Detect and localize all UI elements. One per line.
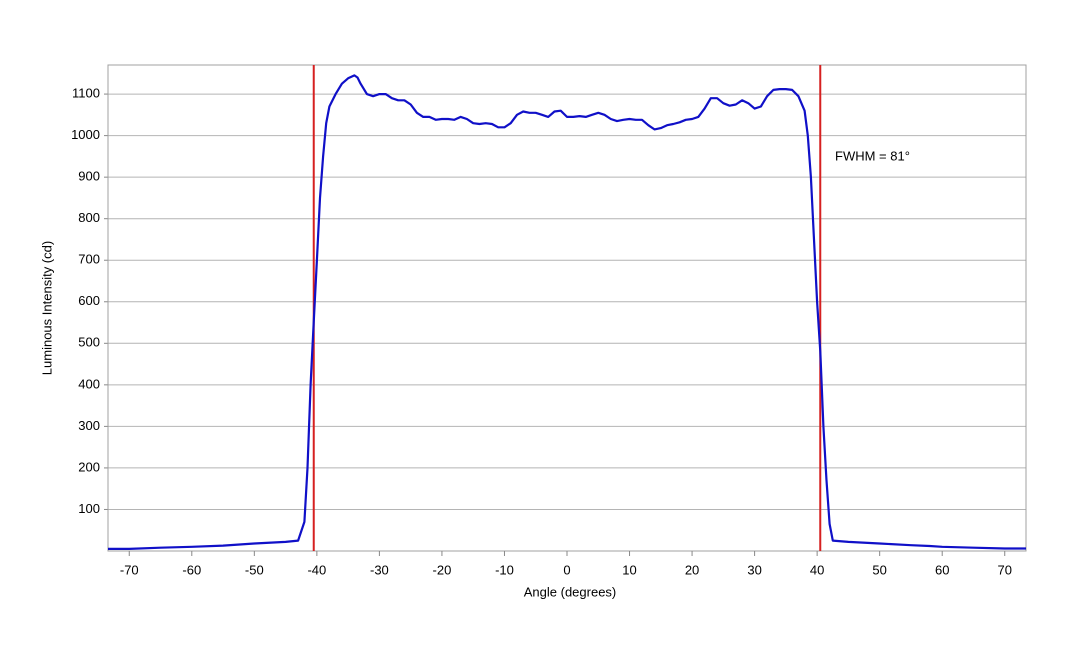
y-tick-label: 1100 xyxy=(72,86,100,101)
x-tick-label: 70 xyxy=(998,562,1012,577)
y-tick-label: 1000 xyxy=(71,127,100,142)
x-tick-label: -40 xyxy=(307,562,326,577)
annotation: FWHM = 81° xyxy=(835,148,910,163)
x-tick-label: -20 xyxy=(433,562,452,577)
x-tick-label: 20 xyxy=(685,562,699,577)
y-tick-label: 100 xyxy=(78,501,100,516)
y-tick-label: 400 xyxy=(78,376,100,391)
y-axis-label: Luminous Intensity (cd) xyxy=(39,241,54,375)
y-tick-label: 900 xyxy=(78,169,100,184)
y-tick-label: 200 xyxy=(78,459,100,474)
x-tick-label: -60 xyxy=(182,562,201,577)
x-tick-label: 10 xyxy=(622,562,636,577)
x-tick-label: -30 xyxy=(370,562,389,577)
x-tick-label: 0 xyxy=(563,562,570,577)
y-tick-label: 700 xyxy=(78,252,100,267)
x-tick-label: -50 xyxy=(245,562,264,577)
data-line xyxy=(108,74,1026,550)
x-tick-label: -10 xyxy=(495,562,514,577)
y-tick-label: 500 xyxy=(78,335,100,350)
y-tick-label: 800 xyxy=(78,210,100,225)
x-axis-label: Angle (degrees) xyxy=(524,584,617,599)
plot-border xyxy=(107,64,1027,552)
y-tick-label: 300 xyxy=(78,418,100,433)
x-tick-label: 60 xyxy=(935,562,949,577)
x-tick-label: 30 xyxy=(747,562,761,577)
x-tick-label: -70 xyxy=(120,562,139,577)
y-tick-label: 600 xyxy=(78,293,100,308)
x-tick-label: 50 xyxy=(872,562,886,577)
x-tick-label: 40 xyxy=(810,562,824,577)
